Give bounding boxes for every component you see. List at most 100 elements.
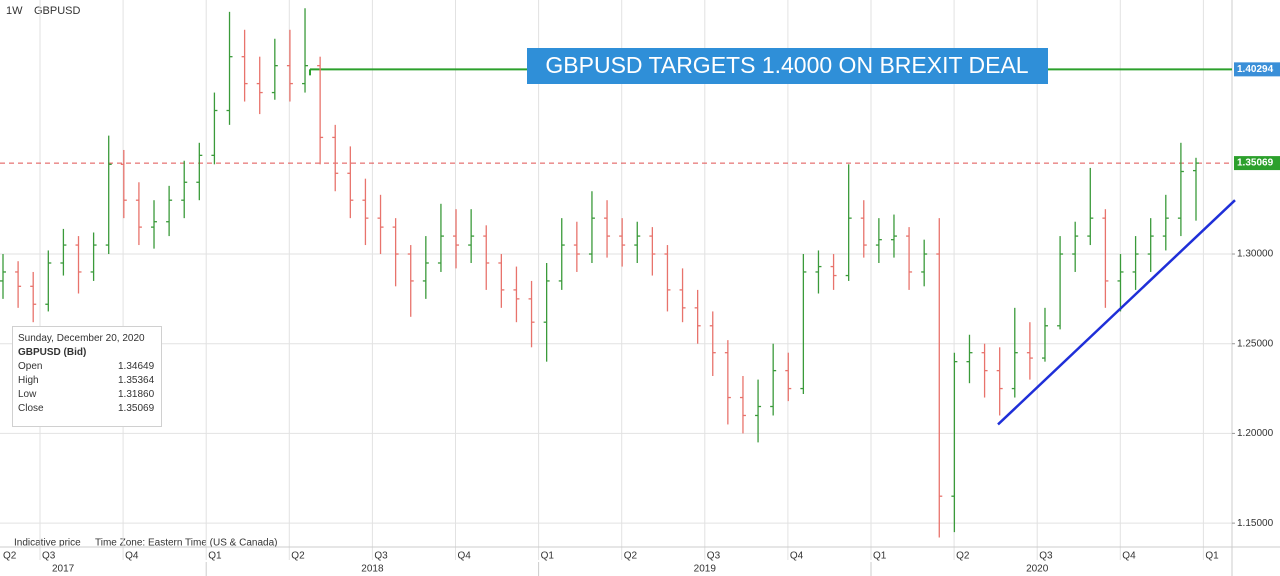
info-row: High 1.35364	[18, 373, 156, 387]
info-row: Close 1.35069	[18, 401, 156, 415]
ohlc-bar	[860, 200, 867, 258]
ohlc-bar	[120, 149, 127, 219]
ohlc-bar	[604, 200, 611, 258]
ohlc-bar	[407, 245, 414, 317]
ohlc-bar	[1193, 157, 1199, 221]
ohlc-bar	[332, 124, 339, 192]
info-row: Low 1.31860	[18, 387, 156, 401]
x-tick-label: Q1	[541, 551, 555, 562]
ohlc-bar	[211, 92, 218, 165]
ohlc-bar	[226, 11, 233, 125]
ohlc-bar	[543, 262, 550, 362]
ohlc-bar	[951, 352, 958, 533]
ohlc-bar	[528, 280, 535, 348]
ohlc-bar	[181, 160, 188, 219]
info-instrument: GBPUSD (Bid)	[18, 346, 87, 358]
ohlc-bar	[468, 209, 475, 263]
info-box: Sunday, December 20, 2020 GBPUSD (Bid) O…	[12, 326, 162, 427]
ohlc-bar	[1026, 322, 1033, 380]
ohlc-bar	[694, 289, 701, 344]
ohlc-bar	[453, 209, 460, 269]
y-tick-label: 1.25000	[1237, 338, 1274, 349]
ohlc-bar	[45, 250, 52, 312]
price-label-box	[1234, 62, 1280, 77]
price-label: 1.35069	[1237, 158, 1274, 169]
ohlc-bar	[15, 261, 22, 308]
ohlc-bar	[890, 214, 897, 258]
ohlc-bar	[196, 142, 203, 201]
ohlc-bar	[105, 135, 112, 255]
info-value: 1.31860	[118, 388, 155, 400]
ohlc-bar	[936, 218, 943, 538]
x-tick-label: Q4	[125, 551, 139, 562]
ohlc-bar	[1041, 307, 1048, 362]
ohlc-bar	[347, 146, 354, 219]
ohlc-bar	[724, 340, 731, 425]
x-tick-label: Q3	[42, 551, 56, 562]
ohlc-bar	[422, 236, 429, 299]
grid	[0, 0, 1232, 560]
info-value: 1.34649	[118, 360, 155, 372]
x-tick-label: Q1	[208, 551, 222, 562]
ohlc-bar	[981, 343, 988, 398]
ohlc-bar	[0, 254, 6, 299]
ohlc-bar	[30, 271, 37, 323]
annotation: GBPUSD TARGETS 1.4000 ON BREXIT DEAL	[545, 52, 1028, 78]
ohlc-bar	[634, 221, 641, 263]
ohlc-bar	[317, 56, 324, 165]
ohlc-bar	[996, 347, 1003, 416]
y-tick-label: 1.15000	[1237, 518, 1274, 529]
year-label: 2018	[361, 564, 384, 575]
bars	[0, 8, 1199, 538]
symbol: GBPUSD	[34, 5, 81, 17]
ohlc-bar	[739, 376, 746, 434]
y-tick-label: 1.30000	[1237, 249, 1274, 260]
x-tick-label: Q3	[707, 551, 721, 562]
ohlc-bar	[498, 254, 505, 308]
info-key: High	[18, 374, 39, 386]
x-tick-label: Q2	[291, 551, 305, 562]
ohlc-bar	[513, 266, 520, 323]
ohlc-bar	[302, 8, 309, 93]
ohlc-bar	[679, 268, 686, 323]
x-tick-label: Q2	[956, 551, 970, 562]
ohlc-bar	[135, 182, 142, 246]
ohlc-bar	[588, 191, 595, 263]
ohlc-bar	[709, 311, 716, 377]
ohlc-bar	[1087, 167, 1094, 246]
x-tick-label: Q2	[3, 551, 17, 562]
ohlc-bar	[800, 254, 807, 394]
ohlc-bar	[664, 245, 671, 312]
ohlc-bar	[755, 379, 762, 443]
info-date: Sunday, December 20, 2020	[18, 332, 145, 344]
ohlc-bar	[558, 218, 565, 290]
ohlc-bar	[921, 239, 928, 287]
ohlc-bar	[60, 228, 67, 276]
ohlc-bar	[271, 38, 278, 100]
year-label: 2019	[694, 564, 717, 575]
x-tick-label: Q4	[790, 551, 804, 562]
ohlc-bar	[1102, 209, 1109, 308]
ohlc-bar	[830, 254, 837, 290]
ohlc-bar	[241, 29, 248, 102]
ohlc-bar	[875, 218, 882, 263]
trendline	[997, 199, 1236, 426]
footer-timezone: Time Zone: Eastern Time (US & Canada)	[95, 538, 277, 549]
ohlc-bar	[1147, 218, 1154, 272]
x-tick-label: Q1	[873, 551, 887, 562]
info-key: Open	[18, 360, 43, 372]
x-tick-label: Q1	[1205, 551, 1219, 562]
ohlc-bar	[845, 164, 852, 281]
ohlc-bar	[1072, 221, 1079, 272]
ohlc-bar	[151, 200, 158, 249]
ohlc-bar	[362, 178, 369, 246]
x-tick-label: Q3	[374, 551, 388, 562]
ohlc-bar	[573, 221, 580, 272]
price-label: 1.40294	[1237, 64, 1274, 75]
ohlc-bar	[649, 227, 656, 276]
ohlc-bar	[619, 218, 626, 267]
x-tick-label: Q4	[458, 551, 472, 562]
info-key: Low	[18, 388, 37, 400]
